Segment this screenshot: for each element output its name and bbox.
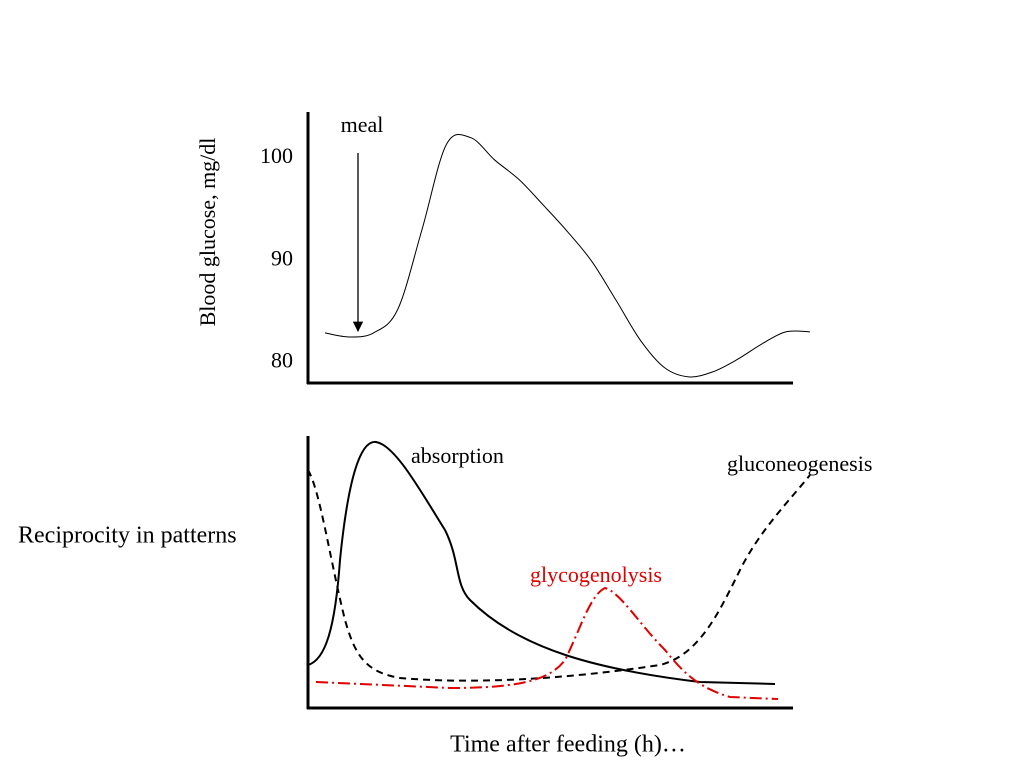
glucose-line (324, 133, 811, 378)
gluconeogenesis-label: gluconeogenesis (727, 451, 872, 476)
x-axis-label: Time after feeding (h)… (450, 732, 686, 758)
absorption-label: absorption (411, 443, 504, 468)
glycogenolysis-label: glycogenolysis (530, 562, 662, 587)
gluconeogenesis-curve (307, 469, 811, 682)
y-tick-label: 100 (260, 143, 293, 168)
y-tick-label: 90 (271, 245, 293, 270)
y-tick-label: 80 (271, 348, 293, 373)
glycogenolysis-curve (315, 586, 779, 700)
annotation: meal (341, 112, 384, 137)
side-label: Reciprocity in patterns (18, 523, 237, 549)
y-axis-label: Blood glucose, mg/dl (195, 138, 220, 327)
absorption-curve (307, 440, 776, 685)
